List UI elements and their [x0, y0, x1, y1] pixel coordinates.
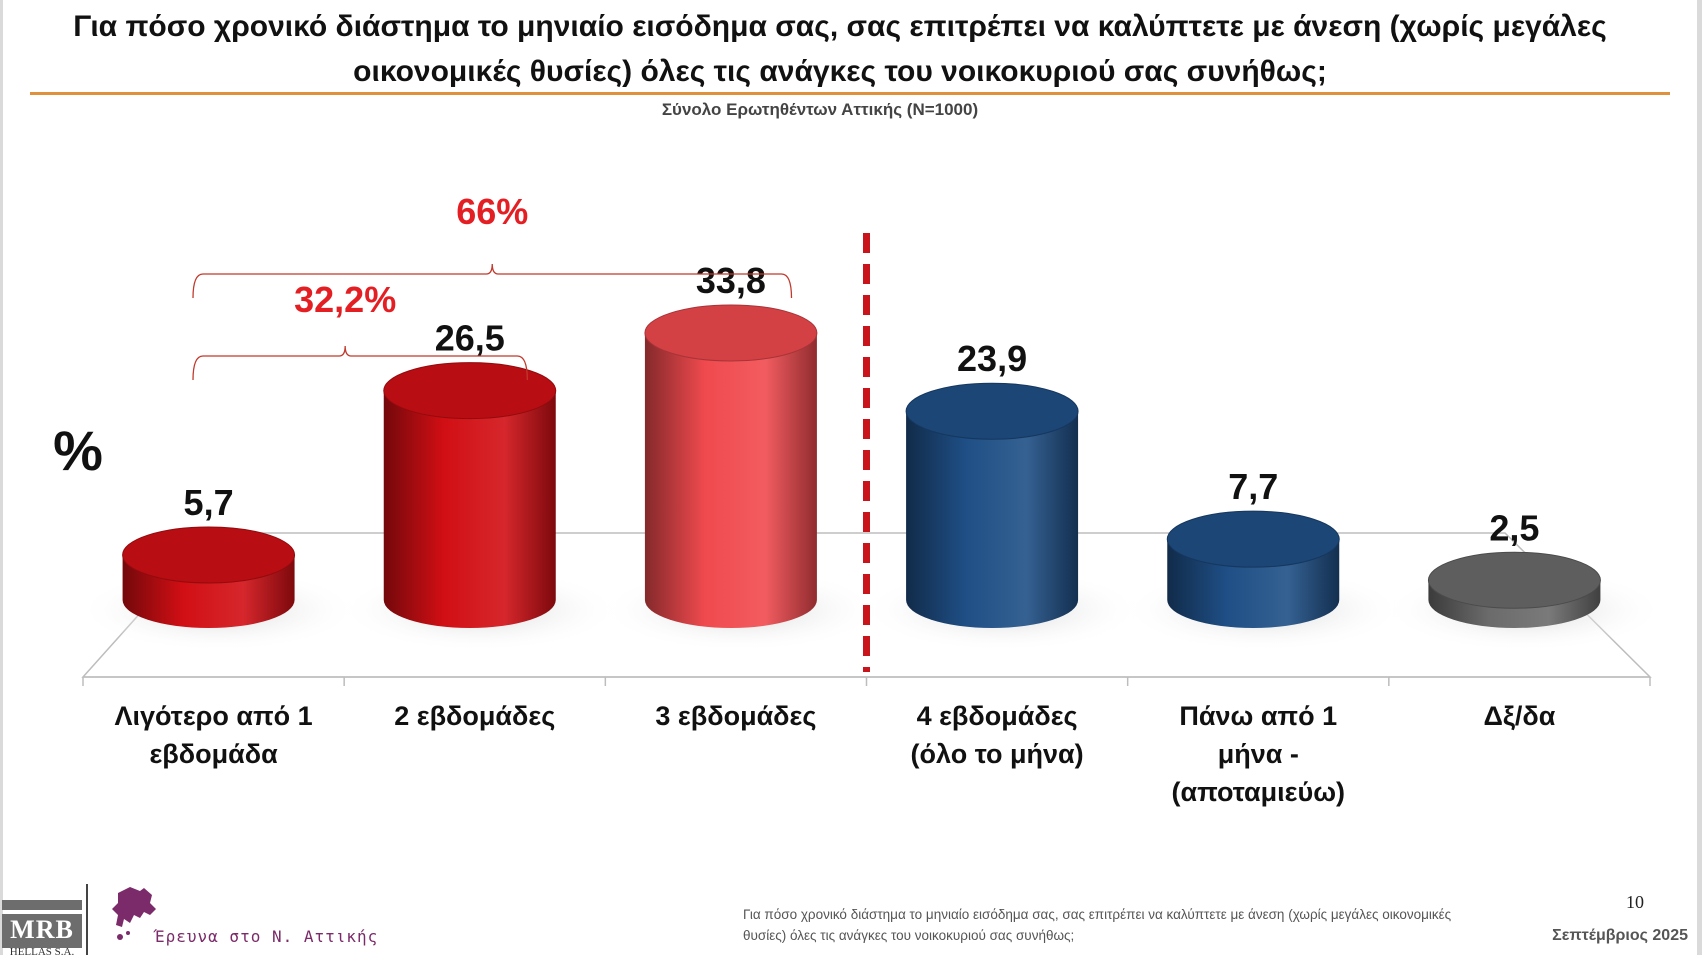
bar-cylinder-side: [383, 390, 556, 628]
bars-group: [77, 304, 1666, 652]
category-label: μήνα -: [1218, 739, 1299, 769]
bar-chart: 5,7 Λιγότερο από 1 εβδομάδα 26,5 2 εβδομάδες…: [53, 191, 1666, 807]
left-border: [0, 0, 3, 955]
bar-cylinder-top: [1166, 510, 1340, 568]
category-label: Πάνω από 1: [1179, 701, 1337, 731]
bar-cylinder-side: [906, 411, 1079, 628]
bar-cylinder-top: [905, 382, 1079, 440]
group-total-label: 66%: [456, 191, 528, 232]
right-border: [1697, 0, 1702, 955]
bar-cylinder-top: [383, 362, 557, 420]
bar-value-label: 33,8: [696, 260, 766, 301]
chart-subtitle: Σύνολο Ερωτηθέντων Αττικής (N=1000): [661, 100, 979, 119]
category-label: 2 εβδομάδες: [394, 701, 555, 731]
group-total-label: 32,2%: [294, 279, 396, 320]
category-label: (όλο το μήνα): [911, 739, 1084, 769]
footer-question: Για πόσο χρονικό διάστημα το μηνιαίο εισ…: [743, 907, 1452, 943]
bar-value-label: 26,5: [435, 318, 505, 359]
bar-cylinder-side: [644, 332, 817, 628]
logo-stripe: [2, 900, 82, 910]
bar-value-label: 5,7: [184, 482, 234, 523]
page-title: Για πόσο χρονικό διάστημα το μηνιαίο εισ…: [73, 10, 1607, 88]
bar-value-label: 7,7: [1228, 466, 1278, 507]
labels-group: 5,7 Λιγότερο από 1 εβδομάδα 26,5 2 εβδομάδες…: [53, 191, 1556, 807]
bar-value-label: 23,9: [957, 338, 1027, 379]
bar-cylinder-top: [644, 304, 818, 362]
bar-value-label: 2,5: [1489, 507, 1539, 548]
logo-sub-text: HELLAS S.A.: [9, 946, 75, 958]
footer-date: Σεπτέμβριος 2025: [1552, 927, 1688, 944]
category-label: εβδομάδα: [149, 739, 278, 769]
footer-divider: [86, 884, 88, 955]
bar-cylinder-top: [1427, 551, 1601, 609]
title-divider: [30, 92, 1670, 95]
logo-mrb-text: MRB: [2, 914, 82, 948]
category-label: 3 εβδομάδες: [655, 701, 816, 731]
bar-cylinder-top: [122, 526, 296, 584]
category-label: Λιγότερο από 1: [115, 701, 313, 731]
attica-caption: Έρευνα στο Ν. Αττικής: [155, 927, 379, 946]
group-brace: [192, 345, 528, 381]
mrb-logo: MRB HELLAS S.A.: [0, 880, 88, 958]
group-brace: [192, 263, 793, 299]
category-label: 4 εβδομάδες: [917, 701, 1078, 731]
y-unit-label: %: [53, 419, 103, 482]
category-label: Δξ/δα: [1483, 701, 1555, 731]
attica-map-icon: [112, 887, 156, 940]
category-label: (αποταμιεύω): [1172, 777, 1346, 807]
page-number: 10: [1626, 892, 1644, 912]
